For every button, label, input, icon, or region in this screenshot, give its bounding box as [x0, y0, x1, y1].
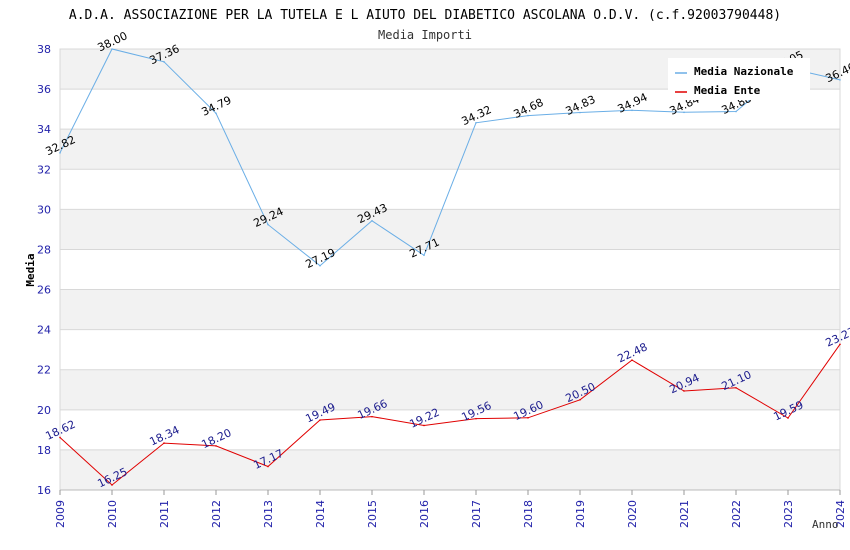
- x-tick-label: 2018: [522, 500, 535, 528]
- grid-band: [60, 129, 840, 170]
- plot-frame: [59, 48, 841, 491]
- data-label: 18.34: [147, 423, 181, 448]
- data-point: [839, 79, 841, 81]
- chart-subtitle: Media Importi: [378, 28, 472, 42]
- x-tick-label: 2019: [574, 500, 587, 528]
- x-tick-label: 2015: [366, 500, 379, 528]
- x-tick-label: 2009: [54, 500, 67, 528]
- x-tick-label: 2021: [678, 500, 691, 528]
- y-tick-label: 16: [37, 484, 51, 497]
- data-point: [111, 484, 113, 486]
- y-tick-label: 38: [37, 43, 51, 56]
- data-point: [423, 424, 425, 427]
- legend-label-media-ente: Media Ente: [694, 84, 761, 97]
- data-point: [787, 417, 789, 419]
- data-point: [319, 264, 321, 267]
- plot-bands: [60, 49, 840, 490]
- data-point: [267, 465, 269, 468]
- data-point: [371, 415, 373, 418]
- x-tick-label: 2012: [210, 500, 223, 528]
- series-line-media-nazionale: [59, 48, 841, 267]
- data-point: [683, 390, 685, 392]
- y-tick-label: 22: [37, 364, 51, 377]
- data-point: [111, 48, 113, 50]
- series-line-media-ente: [59, 344, 841, 486]
- y-tick-label: 34: [37, 123, 51, 136]
- data-point: [839, 343, 841, 346]
- y-tick-label: 32: [37, 163, 51, 176]
- data-point: [163, 442, 165, 444]
- y-tick-label: 28: [37, 243, 51, 256]
- grid-band: [60, 209, 840, 250]
- y-tick-label: 30: [37, 203, 51, 216]
- data-point: [631, 109, 633, 112]
- data-point: [59, 152, 61, 154]
- data-label: 34.83: [563, 93, 597, 118]
- data-point: [631, 359, 633, 361]
- series-lines: [59, 48, 841, 486]
- y-axis: 16 18 20 22 24 26 28 30 32 34 36 38: [37, 43, 51, 497]
- y-tick-label: 18: [37, 444, 51, 457]
- data-point: [371, 219, 373, 222]
- data-point: [683, 111, 685, 114]
- data-point: [579, 111, 581, 114]
- x-tick-label: 2023: [782, 500, 795, 528]
- data-point: [267, 223, 269, 226]
- y-tick-label: 26: [37, 284, 51, 297]
- data-point: [475, 121, 477, 124]
- data-point: [215, 112, 217, 115]
- data-point: [423, 254, 425, 257]
- grid-band: [60, 289, 840, 330]
- x-tick-label: 2014: [314, 500, 327, 528]
- data-label: 34.32: [459, 103, 493, 128]
- x-tick-label: 2013: [262, 500, 275, 528]
- y-tick-label: 20: [37, 404, 51, 417]
- grid-band: [60, 449, 840, 490]
- data-point: [735, 386, 737, 389]
- x-tick-label: 2010: [106, 500, 119, 528]
- data-point: [527, 417, 529, 419]
- data-label: 34.68: [511, 96, 545, 121]
- data-point: [163, 61, 165, 63]
- legend-label-media-nazionale: Media Nazionale: [694, 65, 794, 78]
- y-axis-title: Media: [24, 253, 37, 286]
- gridlines: [60, 48, 840, 491]
- data-point: [527, 114, 529, 117]
- x-tick-label: 2024: [834, 500, 847, 528]
- data-label: 34.94: [615, 91, 649, 116]
- y-tick-label: 36: [37, 83, 51, 96]
- x-tick-label: 2017: [470, 500, 483, 528]
- legend-box: [668, 58, 810, 100]
- legend: Media Nazionale Media Ente: [668, 58, 810, 100]
- data-label: 22.48: [615, 340, 649, 365]
- x-tick-label: 2016: [418, 500, 431, 528]
- data-label: 18.20: [199, 426, 233, 451]
- data-point: [59, 436, 61, 439]
- data-point: [319, 419, 321, 421]
- data-point: [215, 445, 217, 447]
- y-tick-label: 24: [37, 324, 51, 337]
- data-point: [475, 417, 477, 420]
- x-tick-label: 2022: [730, 500, 743, 528]
- x-axis: 2009 2010 2011 2012 2013 2014 2015 2016 2017 2018…: [54, 489, 847, 528]
- x-tick-label: 2020: [626, 500, 639, 528]
- data-point: [735, 110, 737, 113]
- chart-title: A.D.A. ASSOCIAZIONE PER LA TUTELA E L AI…: [69, 8, 781, 23]
- data-label: 18.62: [43, 418, 77, 443]
- x-axis-title: Anno: [812, 518, 839, 531]
- x-tick-label: 2011: [158, 500, 171, 528]
- data-point: [579, 398, 581, 401]
